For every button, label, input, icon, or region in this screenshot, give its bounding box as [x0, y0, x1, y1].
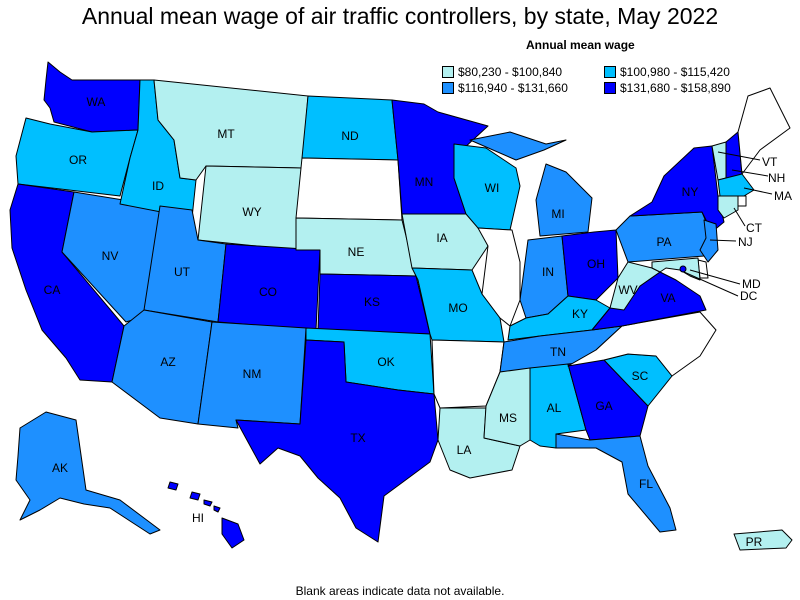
legend-swatch [604, 82, 616, 94]
map-title: Annual mean wage of air traffic controll… [81, 3, 719, 29]
legend-swatch [604, 66, 616, 78]
state-label-ne: NE [348, 245, 365, 259]
state-label-ms: MS [499, 411, 517, 425]
legend-label: $80,230 - $100,840 [458, 65, 563, 79]
state-label-tn: TN [550, 345, 566, 359]
state-nj[interactable] [699, 219, 719, 263]
state-label-ct: CT [746, 221, 763, 235]
state-label-ks: KS [364, 295, 380, 309]
state-label-la: LA [457, 443, 472, 457]
state-label-wv: WV [618, 283, 637, 297]
legend-item: $80,230 - $100,840 [442, 65, 562, 79]
legend-item: $100,980 - $115,420 [604, 65, 730, 79]
state-label-wa: WA [87, 95, 106, 109]
state-label-nh: NH [768, 171, 785, 185]
leader-line [731, 169, 769, 177]
state-label-oh: OH [587, 257, 605, 271]
legend-swatch [442, 66, 454, 78]
state-label-wy: WY [242, 205, 261, 219]
state-hi[interactable] [167, 481, 245, 549]
state-label-md: MD [742, 277, 761, 291]
state-label-fl: FL [639, 477, 653, 491]
state-fl[interactable] [555, 433, 677, 533]
state-mi[interactable] [469, 131, 593, 237]
state-label-or: OR [69, 153, 87, 167]
leader-line [733, 207, 746, 227]
legend-label: $116,940 - $131,660 [458, 81, 568, 95]
state-label-mt: MT [217, 127, 235, 141]
state-label-ca: CA [44, 283, 61, 297]
state-label-nd: ND [341, 129, 359, 143]
state-label-pa: PA [656, 235, 671, 249]
state-dc[interactable] [679, 265, 687, 273]
state-ma[interactable] [717, 173, 755, 197]
state-ak[interactable] [15, 411, 161, 535]
state-label-ak: AK [52, 461, 68, 475]
legend-item: $131,680 - $158,890 [604, 81, 731, 95]
state-label-ut: UT [174, 265, 191, 279]
state-label-ok: OK [377, 355, 394, 369]
state-label-mo: MO [448, 301, 467, 315]
state-labels: WA OR CA NV ID MT WY UT AZ CO NM ND NE K… [44, 95, 792, 549]
state-ct[interactable] [717, 195, 739, 219]
state-tx[interactable] [235, 339, 439, 543]
state-label-al: AL [547, 401, 562, 415]
state-label-ma: MA [774, 189, 792, 203]
state-label-nm: NM [243, 367, 262, 381]
footnote: Blank areas indicate data not available. [295, 584, 505, 598]
state-label-nj: NJ [738, 235, 753, 249]
legend-swatch [442, 82, 454, 94]
legend-item: $116,940 - $131,660 [442, 81, 568, 95]
leader-line [717, 151, 761, 161]
state-label-nv: NV [102, 249, 119, 263]
legend-title: Annual mean wage [526, 38, 635, 52]
state-label-sc: SC [632, 369, 649, 383]
state-label-co: CO [259, 285, 277, 299]
state-label-ky: KY [572, 307, 588, 321]
state-label-dc: DC [740, 289, 758, 303]
leader-line [683, 271, 739, 297]
state-label-az: AZ [160, 355, 175, 369]
state-label-id: ID [152, 179, 164, 193]
state-label-mn: MN [415, 175, 434, 189]
leader-line [743, 187, 773, 195]
state-label-ia: IA [436, 231, 447, 245]
legend-label: $131,680 - $158,890 [620, 81, 731, 95]
state-label-hi: HI [192, 511, 204, 525]
state-sd[interactable] [295, 157, 403, 221]
state-label-va: VA [660, 291, 675, 305]
legend-label: $100,980 - $115,420 [620, 65, 730, 79]
state-label-in: IN [542, 265, 554, 279]
state-nc[interactable] [567, 311, 717, 377]
state-ky[interactable] [507, 295, 611, 341]
state-label-pr: PR [746, 535, 763, 549]
state-label-mi: MI [551, 207, 564, 221]
state-ri[interactable] [737, 195, 747, 207]
state-label-wi: WI [485, 181, 500, 195]
leader-line [709, 239, 737, 242]
leader-lines [683, 151, 773, 297]
leader-line [689, 269, 741, 285]
state-label-tx: TX [350, 431, 365, 445]
state-label-ny: NY [682, 185, 699, 199]
state-nd[interactable] [301, 95, 399, 161]
state-label-vt: VT [762, 155, 778, 169]
state-label-ga: GA [595, 399, 612, 413]
state-pr[interactable] [733, 529, 793, 551]
state-shapes [9, 61, 793, 551]
